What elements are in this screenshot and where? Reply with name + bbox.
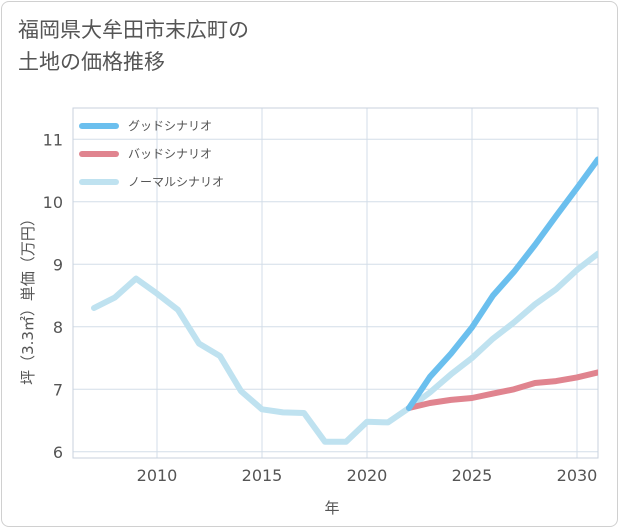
x-tick-label: 2015	[242, 466, 283, 485]
y-tick-label: 11	[43, 130, 63, 149]
x-tick-label: 2025	[452, 466, 493, 485]
title-line-1: 福岡県大牟田市末広町の	[18, 18, 249, 42]
x-tick-label: 2030	[557, 466, 598, 485]
y-tick-label: 6	[53, 443, 63, 462]
title-line-2: 土地の価格推移	[18, 50, 165, 74]
legend: グッドシナリオ バッドシナリオ ノーマルシナリオ	[79, 119, 224, 189]
y-tick-label: 8	[53, 318, 63, 337]
y-tick-label: 9	[53, 255, 63, 274]
x-tick-labels: 2010 2015 2020 2025 2030	[137, 466, 598, 485]
legend-label-good: グッドシナリオ	[128, 119, 212, 133]
y-tick-label: 10	[43, 193, 63, 212]
y-axis-title: 坪（3.3㎡）単価（万円）	[19, 211, 37, 385]
x-tick-label: 2010	[137, 466, 178, 485]
plot-frame	[72, 107, 599, 459]
y-tick-labels: 6 7 8 9 10 11	[43, 130, 63, 462]
x-tick-label: 2020	[347, 466, 388, 485]
legend-label-normal: ノーマルシナリオ	[128, 175, 224, 189]
page-title: 福岡県大牟田市末広町の 土地の価格推移	[18, 14, 438, 78]
x-axis-title: 年	[324, 499, 339, 517]
bad-scenario-line	[406, 369, 598, 411]
legend-label-bad: バッドシナリオ	[128, 147, 212, 161]
normal-scenario-line	[91, 250, 598, 445]
series-lines	[91, 156, 598, 445]
good-scenario-line	[406, 156, 598, 411]
y-tick-label: 7	[53, 380, 63, 399]
